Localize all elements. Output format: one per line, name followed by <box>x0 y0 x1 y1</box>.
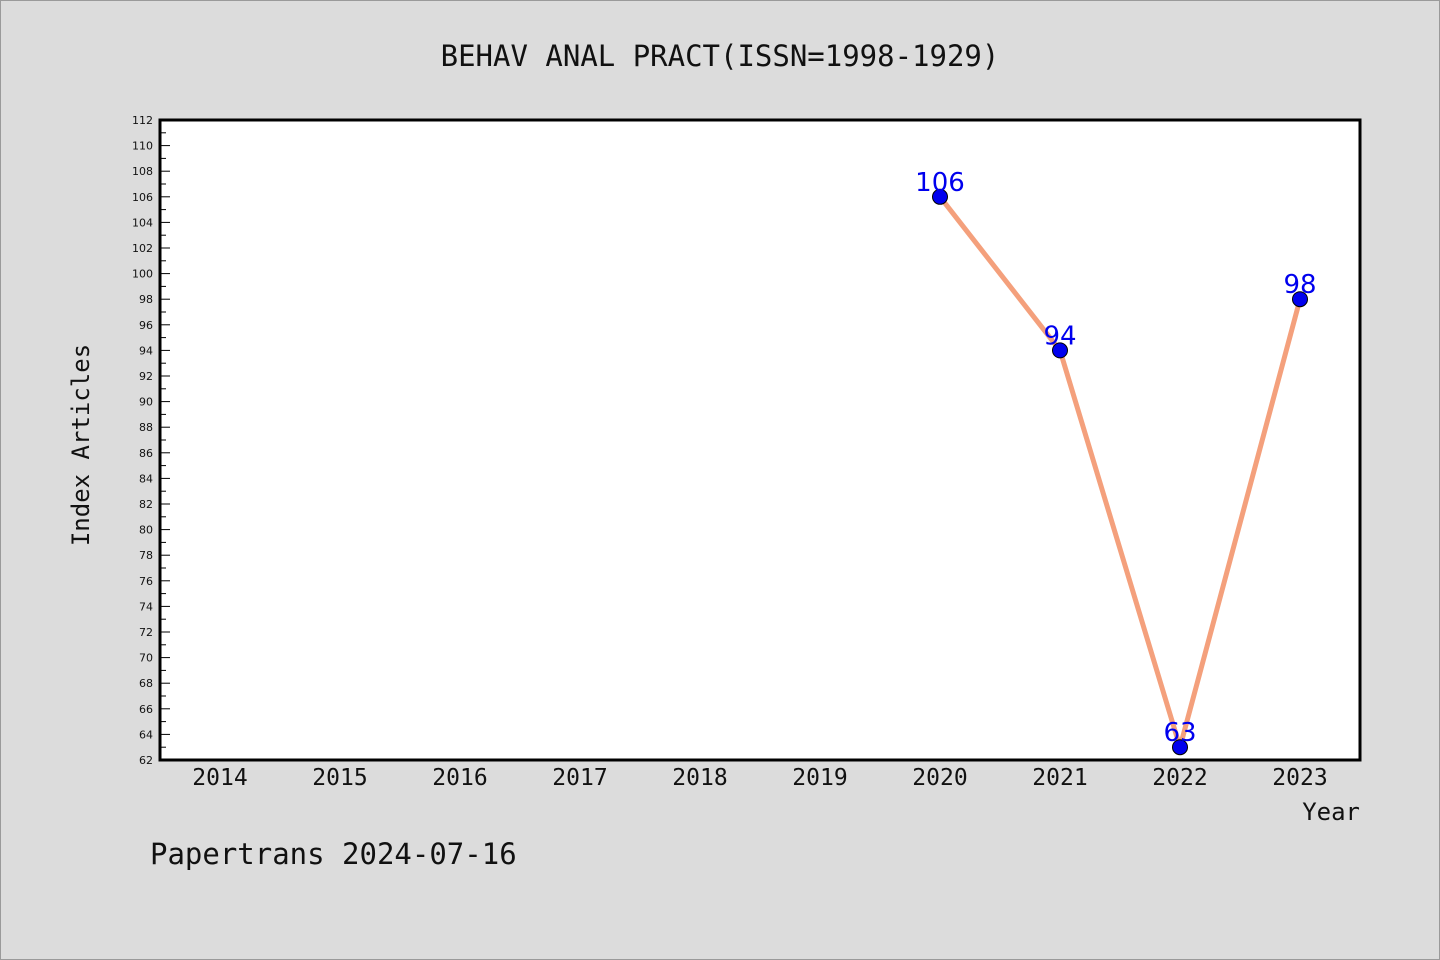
footer-text: Papertrans 2024-07-16 <box>150 837 517 871</box>
series-layer: 106 94 63 98 <box>915 168 1317 756</box>
data-label: 98 <box>1283 270 1316 300</box>
x-tick-label: 2018 <box>672 765 727 791</box>
data-point <box>1172 739 1188 756</box>
y-tick-label: 110 <box>132 140 153 153</box>
y-tick-label: 78 <box>139 549 153 562</box>
y-axis-label: Index Articles <box>67 344 95 546</box>
x-tick-label: 2023 <box>1272 765 1327 791</box>
y-tick-label: 96 <box>139 319 153 332</box>
plot-border <box>158 118 1362 762</box>
x-tick-label: 2021 <box>1032 765 1087 791</box>
y-tick-label: 92 <box>139 370 153 383</box>
y-axis: 62 64 66 68 70 72 74 76 78 80 82 84 86 88 90 92 94 96 98 10… <box>132 114 170 767</box>
y-tick-label: 112 <box>132 114 153 127</box>
y-tick-label: 104 <box>132 216 153 229</box>
y-tick-label: 62 <box>139 754 153 767</box>
y-tick-label: 98 <box>139 293 153 306</box>
data-point <box>1052 342 1068 359</box>
data-label: 63 <box>1163 718 1196 748</box>
y-tick-label: 90 <box>139 396 153 409</box>
y-tick-label: 94 <box>139 344 153 357</box>
y-tick-label: 106 <box>132 191 153 204</box>
y-tick-label: 84 <box>139 472 153 485</box>
x-tick-label: 2022 <box>1152 765 1207 791</box>
y-tick-label: 72 <box>139 626 153 639</box>
y-tick-label: 86 <box>139 447 153 460</box>
plot-area <box>160 120 1360 760</box>
data-point <box>932 188 948 205</box>
y-tick-label: 88 <box>139 421 153 434</box>
y-tick-label: 102 <box>132 242 153 255</box>
x-tick-label: 2017 <box>552 765 607 791</box>
data-label: 106 <box>915 168 965 198</box>
data-label: 94 <box>1043 321 1076 351</box>
x-tick-label: 2019 <box>792 765 847 791</box>
y-tick-label: 108 <box>132 165 153 178</box>
x-axis-label: Year <box>1302 798 1360 826</box>
x-tick-label: 2020 <box>912 765 967 791</box>
y-tick-label: 74 <box>139 600 153 613</box>
x-tick-label: 2015 <box>312 765 367 791</box>
y-tick-label: 100 <box>132 268 153 281</box>
y-tick-label: 64 <box>139 728 153 741</box>
series-line <box>938 195 1303 750</box>
data-point <box>1292 291 1308 308</box>
y-tick-label: 66 <box>139 703 153 716</box>
x-tick-label: 2016 <box>432 765 487 791</box>
y-tick-label: 68 <box>139 677 153 690</box>
y-tick-label: 82 <box>139 498 153 511</box>
x-axis: 2014 2015 2016 2017 2018 2019 2020 2021 2022 2023 <box>192 765 1327 791</box>
chart-title: BEHAV ANAL PRACT(ISSN=1998-1929) <box>441 39 1000 73</box>
y-tick-label: 76 <box>139 575 153 588</box>
y-tick-label: 80 <box>139 524 153 537</box>
y-tick-label: 70 <box>139 652 153 665</box>
x-tick-label: 2014 <box>192 765 247 791</box>
